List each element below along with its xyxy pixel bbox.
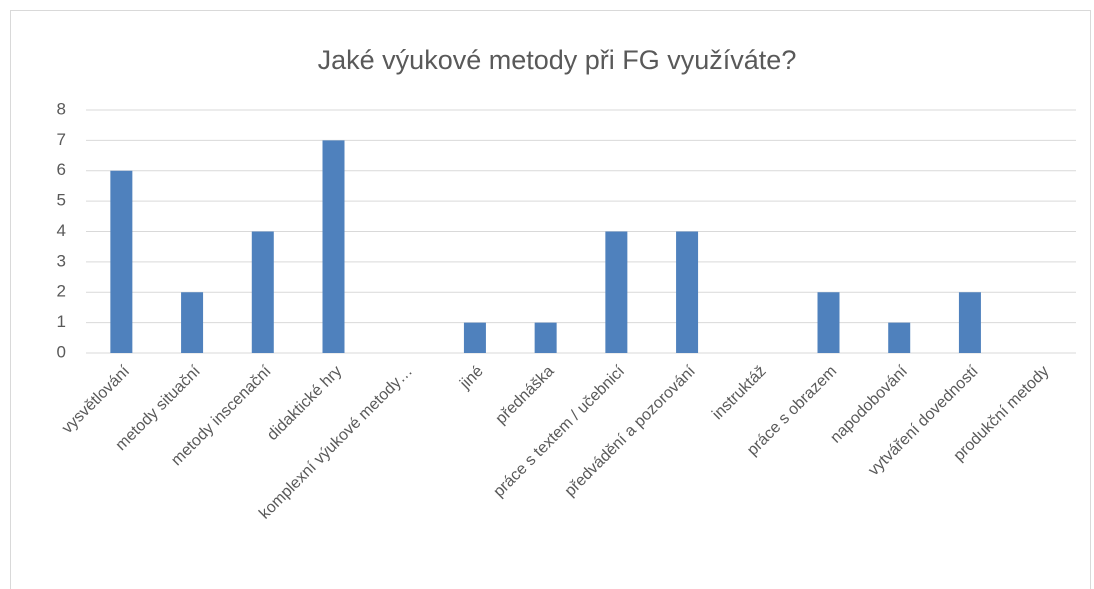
y-tick-label: 5 (57, 191, 66, 210)
y-tick-label: 8 (57, 99, 66, 118)
y-tick-label: 1 (57, 312, 66, 331)
bar (534, 322, 557, 353)
chart-frame (10, 10, 1091, 589)
x-tick-label: komplexní výukové metody… (256, 363, 416, 523)
x-tick-label: práce s textem / učebnicí (490, 362, 628, 500)
x-tick-label: vysvětlování (59, 362, 134, 437)
y-tick-label: 2 (57, 282, 66, 301)
bar (110, 170, 133, 353)
x-tick-label: jiné (456, 363, 486, 393)
x-tick-label: předvádění a pozorování (562, 362, 700, 500)
y-tick-label: 3 (57, 251, 66, 270)
bar (676, 231, 699, 353)
x-tick-label: přednáška (493, 363, 558, 428)
y-tick-label: 6 (57, 160, 66, 179)
bar (888, 322, 911, 353)
x-tick-label: didaktické hry (264, 363, 345, 444)
bar (817, 292, 840, 353)
y-tick-label: 7 (57, 130, 66, 149)
bar (463, 322, 486, 353)
bar (322, 140, 345, 353)
bar (251, 231, 274, 353)
x-tick-label: instruktáž (709, 363, 769, 423)
y-tick-label: 4 (57, 221, 66, 240)
bar (605, 231, 628, 353)
bar (181, 292, 204, 353)
y-tick-label: 0 (57, 342, 66, 361)
chart-title: Jaké výukové metody při FG využíváte? (318, 45, 797, 75)
bar (958, 292, 981, 353)
